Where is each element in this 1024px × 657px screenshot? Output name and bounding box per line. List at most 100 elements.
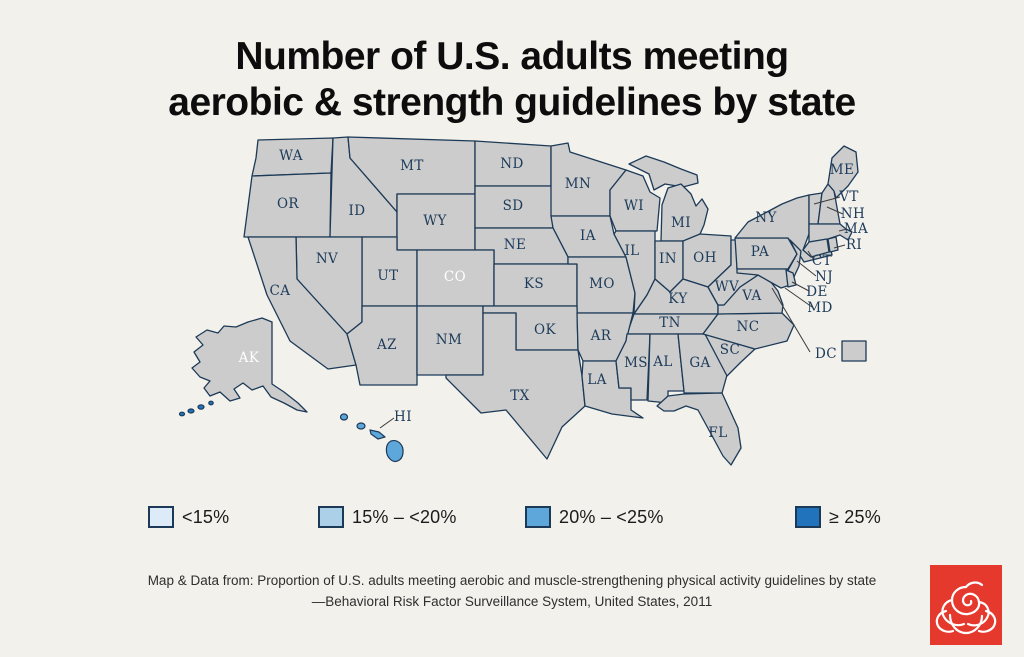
state-label-MS: MS: [624, 355, 648, 371]
state-ME: [827, 145, 859, 199]
state-label-KS: KS: [524, 276, 544, 292]
aleutian-island: [208, 400, 214, 406]
state-label-DC: DC: [815, 346, 837, 362]
state-label-VA: VA: [741, 288, 761, 304]
state-label-ND: ND: [500, 156, 523, 172]
state-label-CT: CT: [812, 253, 832, 269]
rose-icon: [935, 581, 997, 635]
hawaii-island-maui: [369, 429, 386, 440]
hawaii-island-big: [385, 440, 404, 463]
legend-label-gte25: ≥ 25%: [829, 506, 881, 527]
state-label-WI: WI: [624, 198, 644, 214]
state-label-AL: AL: [652, 354, 673, 370]
state-label-WA: WA: [279, 148, 303, 164]
state-label-OR: OR: [277, 196, 299, 212]
legend-item-15to20: 15% – <20%: [318, 506, 457, 528]
state-MI: [660, 183, 709, 242]
state-label-IA: IA: [580, 228, 596, 244]
leader-line-VT: [813, 196, 841, 205]
leader-line-NJ: [796, 260, 817, 277]
state-label-NE: NE: [504, 237, 526, 253]
state-label-HI: HI: [394, 409, 412, 425]
state-FL: [656, 392, 742, 466]
leader-line-HI: [379, 417, 395, 429]
state-label-CO: CO: [444, 269, 466, 285]
state-AK-group: [178, 317, 308, 417]
hawaii-island-kauai: [339, 413, 349, 421]
state-TX: [445, 312, 586, 460]
state-label-MN: MN: [565, 176, 591, 192]
legend-swatch-gte25: [795, 506, 821, 528]
legend-label-15to20: 15% – <20%: [352, 506, 457, 527]
rose-logo-art: [930, 565, 1002, 645]
title-line-2: aerobic & strength guidelines by state: [168, 81, 856, 125]
state-label-TX: TX: [510, 388, 529, 404]
legend-item-20to25: 20% – <25%: [525, 506, 664, 528]
state-MI-upper: [628, 155, 699, 191]
leader-line-CT: [807, 250, 815, 261]
aleutian-island: [197, 404, 205, 410]
hawaii-island-oahu: [356, 422, 366, 430]
state-label-GA: GA: [689, 355, 710, 371]
state-label-OK: OK: [534, 322, 556, 338]
state-label-NM: NM: [436, 332, 462, 348]
legend-item-lt15: <15%: [148, 506, 229, 528]
legend-swatch-15to20: [318, 506, 344, 528]
state-label-FL: FL: [708, 425, 727, 441]
state-label-MA: MA: [844, 221, 868, 237]
state-label-OH: OH: [693, 250, 717, 266]
page-title: Number of U.S. adults meeting aerobic & …: [0, 34, 1024, 126]
state-label-CA: CA: [270, 283, 291, 299]
state-label-MT: MT: [400, 158, 424, 174]
state-label-NH: NH: [841, 206, 865, 222]
state-label-IL: IL: [624, 243, 639, 259]
leader-lines: [379, 196, 848, 429]
state-shapes: [178, 136, 867, 466]
state-label-NJ: NJ: [815, 269, 833, 285]
state-label-IN: IN: [659, 251, 677, 267]
state-labels: WA OR CA NV ID MT WY UT CO AZ NM ND SD NE KS OK TX MN IA MO…: [238, 148, 868, 441]
state-WI: [609, 169, 661, 232]
state-label-AZ: AZ: [376, 337, 397, 353]
leader-line-DC: [771, 287, 811, 353]
state-HI-group: [339, 413, 404, 463]
state-RI: [827, 236, 839, 253]
legend-label-20to25: 20% – <25%: [559, 506, 664, 527]
aleutian-island: [178, 411, 186, 417]
state-label-MO: MO: [589, 276, 615, 292]
state-label-KY: KY: [668, 291, 688, 307]
title-line-1: Number of U.S. adults meeting: [235, 35, 789, 78]
state-label-MI: MI: [671, 215, 691, 231]
state-label-AR: AR: [590, 328, 612, 344]
state-label-ID: ID: [349, 203, 366, 219]
legend-label-lt15: <15%: [182, 506, 230, 527]
state-label-NC: NC: [737, 319, 760, 335]
state-label-SC: SC: [720, 342, 740, 358]
state-label-WY: WY: [423, 213, 447, 229]
state-label-DE: DE: [806, 284, 827, 300]
leader-line-MA: [838, 228, 848, 232]
state-label-NY: NY: [755, 210, 777, 226]
state-label-NV: NV: [316, 251, 338, 267]
source-caption: Map & Data from: Proportion of U.S. adul…: [147, 573, 877, 609]
state-label-ME: ME: [830, 162, 854, 178]
state-label-PA: PA: [751, 244, 769, 260]
aleutian-island: [187, 408, 195, 414]
leader-line-DE: [791, 281, 810, 292]
rose-logo: [930, 565, 1002, 645]
state-label-AK: AK: [238, 350, 260, 366]
state-label-UT: UT: [377, 268, 398, 284]
state-label-MD: MD: [807, 300, 832, 316]
leader-line-NH: [826, 206, 844, 215]
state-label-VT: VT: [838, 189, 859, 205]
legend-swatch-20to25: [525, 506, 551, 528]
state-label-TN: TN: [659, 315, 681, 331]
state-AK: [191, 317, 308, 413]
state-label-LA: LA: [587, 372, 607, 388]
legend-swatch-lt15: [148, 506, 174, 528]
leader-line-RI: [833, 244, 846, 249]
dc-swatch: [841, 340, 867, 362]
legend-item-gte25: ≥ 25%: [795, 506, 881, 528]
